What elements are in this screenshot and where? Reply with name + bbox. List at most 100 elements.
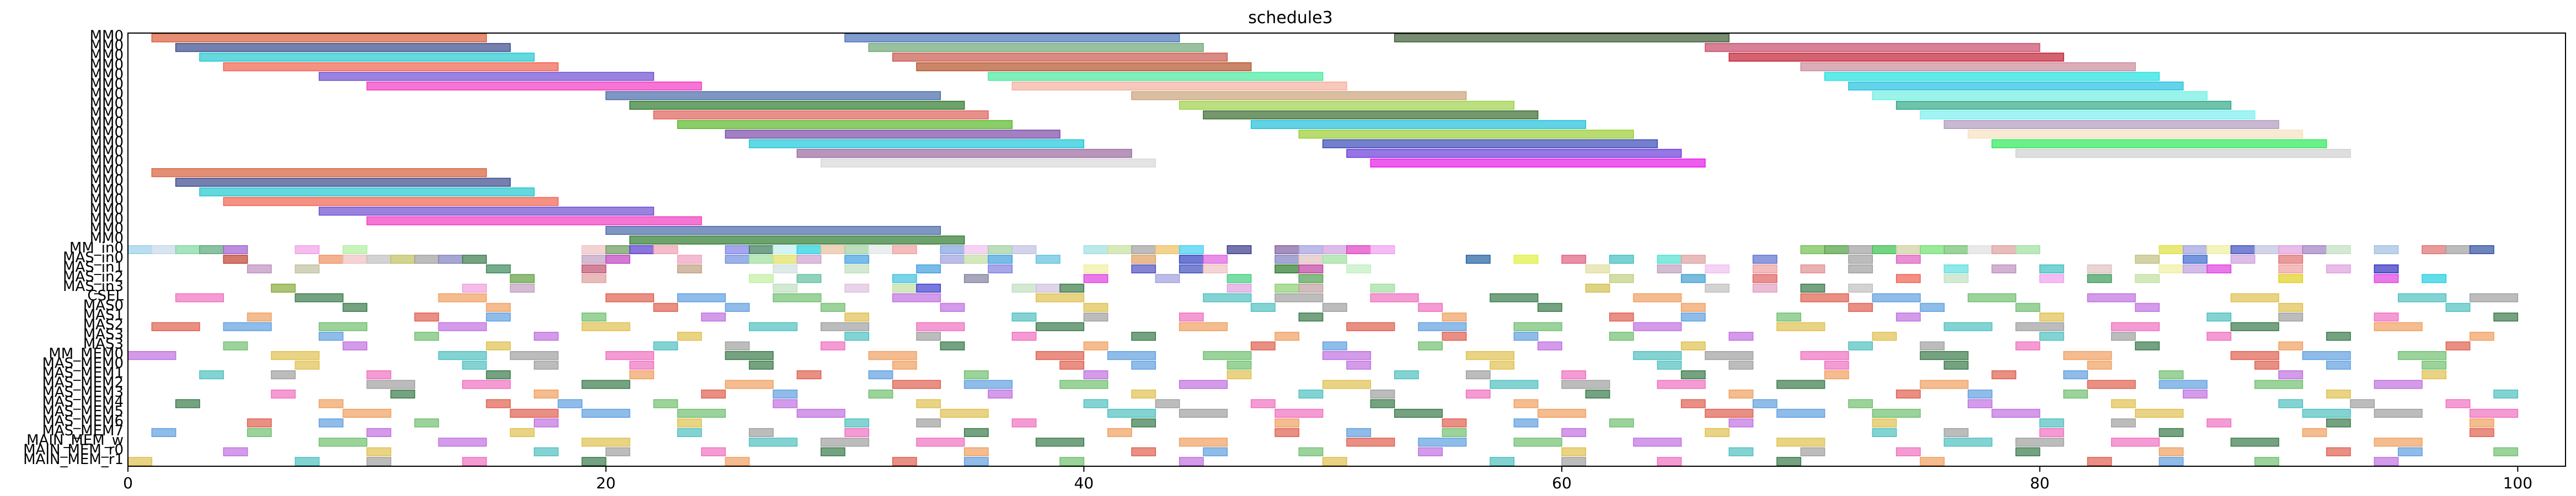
- task-bar: [294, 457, 320, 466]
- task-bar: [366, 255, 392, 264]
- task-bar: [1465, 255, 1491, 264]
- task-bar: [916, 418, 941, 428]
- y-tick-label: MAIN_MEM_r1: [23, 451, 124, 468]
- task-bar: [1298, 130, 1634, 139]
- task-bar: [1346, 264, 1372, 274]
- task-bar: [318, 322, 368, 331]
- task-bar: [892, 283, 917, 293]
- task-bar: [1800, 293, 1849, 303]
- task-bar: [1418, 322, 1467, 331]
- task-bar: [366, 457, 392, 466]
- task-bar: [844, 428, 870, 437]
- task-bar: [2445, 245, 2471, 255]
- task-bar: [892, 274, 917, 283]
- task-bar: [1920, 380, 1969, 389]
- task-bar: [1370, 158, 1706, 168]
- task-bar: [2374, 457, 2399, 466]
- task-bar: [1155, 245, 1180, 255]
- task-bar: [773, 255, 798, 264]
- y-tick-label: MAS_in1: [63, 259, 124, 276]
- task-bar: [796, 408, 845, 418]
- task-bar: [1107, 351, 1156, 360]
- task-bar: [1943, 428, 1969, 437]
- task-bar: [1107, 408, 1156, 418]
- task-bar: [1298, 245, 1324, 255]
- task-bar: [247, 264, 272, 274]
- y-tick-label: MM0: [90, 182, 124, 198]
- task-bar: [988, 255, 1013, 264]
- task-bar: [1895, 100, 2232, 110]
- task-bar: [342, 303, 368, 312]
- y-tick-label: MM0: [90, 230, 124, 246]
- task-bar: [1155, 399, 1180, 408]
- task-bar: [1227, 370, 1252, 380]
- task-bar: [1585, 264, 1610, 274]
- task-bar: [844, 264, 870, 274]
- task-bar: [2278, 303, 2304, 312]
- task-bar: [1585, 283, 1610, 293]
- task-bar: [1370, 245, 1395, 255]
- task-bar: [223, 62, 559, 72]
- task-bar: [1776, 380, 1825, 389]
- task-bar: [748, 274, 774, 283]
- task-bar: [1059, 380, 1108, 389]
- task-bar: [2254, 360, 2279, 370]
- task-bar: [820, 245, 845, 255]
- task-bar: [844, 255, 870, 264]
- task-bar: [294, 264, 320, 274]
- task-bar: [1920, 457, 1945, 466]
- task-bar: [223, 255, 248, 264]
- task-bar: [653, 245, 678, 255]
- task-bar: [1465, 370, 1491, 380]
- task-bar: [963, 428, 989, 437]
- task-bar: [581, 457, 607, 466]
- task-bar: [318, 418, 344, 428]
- task-bar: [1991, 408, 2041, 418]
- task-bar: [1394, 33, 1730, 42]
- task-bar: [1633, 438, 1682, 447]
- task-bar: [1179, 457, 1204, 466]
- task-bar: [2469, 418, 2494, 428]
- task-bar: [510, 428, 535, 437]
- task-bar: [1967, 130, 2304, 139]
- task-bar: [1298, 255, 1324, 264]
- task-bar: [1872, 418, 1897, 428]
- task-bar: [199, 370, 224, 380]
- task-bar: [342, 245, 368, 255]
- task-bar: [2302, 428, 2327, 437]
- task-bar: [1513, 332, 1539, 341]
- task-bar: [271, 351, 320, 360]
- task-bar: [2422, 274, 2447, 283]
- task-bar: [1203, 255, 1228, 264]
- task-bar: [1895, 447, 1921, 456]
- task-bar: [748, 322, 798, 331]
- task-bar: [868, 43, 1204, 52]
- task-bar: [1752, 255, 1777, 264]
- task-bar: [366, 447, 392, 456]
- task-bar: [748, 360, 774, 370]
- task-bar: [486, 312, 511, 322]
- task-bar: [1490, 457, 1515, 466]
- task-bar: [414, 312, 440, 322]
- task-bar: [581, 312, 607, 322]
- task-bar: [1680, 303, 1706, 312]
- task-bar: [1227, 274, 1252, 283]
- task-bar: [1227, 360, 1252, 370]
- task-bar: [1633, 293, 1682, 303]
- task-bar: [1346, 428, 1372, 437]
- task-bar: [1609, 255, 1634, 264]
- y-tick-label: MM0: [90, 47, 124, 64]
- task-bar: [844, 332, 870, 341]
- task-bar: [581, 408, 630, 418]
- task-bar: [2135, 341, 2160, 351]
- task-bar: [963, 447, 989, 456]
- task-bar: [2207, 245, 2232, 255]
- task-bar: [677, 293, 726, 303]
- task-bar: [414, 418, 440, 428]
- task-bar: [510, 274, 535, 283]
- task-bar: [1848, 81, 2184, 91]
- y-tick-label: MM0: [90, 57, 124, 73]
- task-bar: [175, 293, 224, 303]
- task-bar: [748, 438, 798, 447]
- task-bar: [1513, 399, 1539, 408]
